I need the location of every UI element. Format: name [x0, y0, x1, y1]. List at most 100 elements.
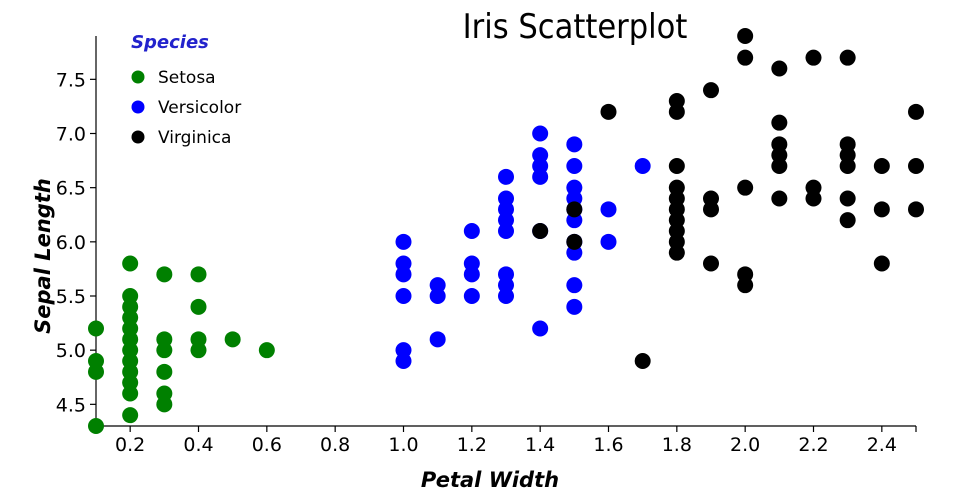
versicolor-point [566, 277, 583, 294]
data-points [88, 28, 924, 434]
virginica-point [908, 103, 924, 120]
x-tick-label: 1.0 [388, 434, 418, 456]
virginica-point [839, 190, 856, 207]
versicolor-point [498, 168, 514, 185]
versicolor-point [463, 288, 480, 304]
virginica-point [771, 190, 788, 207]
virginica-point [600, 103, 617, 120]
virginica-point [703, 190, 719, 207]
virginica-point [839, 136, 856, 153]
virginica-point [908, 158, 924, 174]
setosa-point [122, 288, 139, 304]
y-tick-label: 6.5 [56, 178, 86, 200]
virginica-point [703, 82, 719, 99]
legend: Species Setosa Versicolor Virginica [131, 32, 241, 148]
versicolor-point [600, 233, 617, 250]
setosa-point [224, 331, 241, 348]
versicolor-point [566, 298, 583, 315]
legend-marker-virginica [131, 130, 145, 144]
legend-marker-versicolor [131, 100, 145, 114]
x-tick-label: 1.2 [457, 434, 487, 456]
virginica-point [908, 201, 924, 218]
virginica-point [873, 201, 890, 218]
x-tick-label: 0.8 [320, 434, 350, 456]
virginica-point [532, 223, 549, 239]
virginica-point [839, 212, 856, 229]
y-tick-label: 7.5 [56, 69, 86, 91]
setosa-point [156, 266, 173, 283]
versicolor-point [498, 190, 514, 207]
setosa-point [88, 353, 104, 369]
x-tick-label: 0.4 [183, 434, 213, 456]
x-tick-label: 2.0 [730, 434, 760, 456]
virginica-point [771, 60, 788, 77]
virginica-point [805, 49, 822, 66]
virginica-point [771, 114, 788, 131]
x-axis-ticks: 0.2 0.4 0.6 0.8 1.0 1.2 1.4 1.6 1.8 2.0 2.2 2.4 [115, 426, 917, 456]
x-tick-label: 0.6 [252, 434, 282, 456]
versicolor-point [395, 233, 412, 250]
legend-title: Species [131, 32, 209, 53]
chart-title: Iris Scatterplot [463, 7, 688, 47]
virginica-point [703, 255, 719, 272]
setosa-point [122, 407, 139, 424]
virginica-point [737, 179, 754, 196]
legend-label-setosa: Setosa [158, 68, 216, 88]
versicolor-point [429, 331, 446, 348]
versicolor-point [566, 158, 583, 174]
virginica-point [634, 353, 651, 369]
versicolor-point [532, 320, 549, 337]
setosa-point [258, 342, 275, 359]
y-tick-label: 7.0 [56, 124, 86, 146]
y-tick-label: 4.5 [56, 394, 86, 416]
y-axis-title: Sepal Length [31, 178, 55, 334]
virginica-point [771, 136, 788, 153]
setosa-point [190, 298, 207, 315]
setosa-point [122, 255, 139, 272]
virginica-point [805, 179, 822, 196]
setosa-point [88, 418, 104, 434]
versicolor-point [532, 125, 549, 142]
x-axis-title: Petal Width [421, 468, 559, 492]
versicolor-point [634, 158, 651, 174]
virginica-point [566, 201, 583, 218]
x-tick-label: 1.8 [662, 434, 692, 456]
y-tick-label: 6.0 [56, 232, 86, 254]
virginica-point [668, 93, 685, 109]
x-tick-label: 1.6 [593, 434, 623, 456]
versicolor-point [395, 255, 412, 272]
versicolor-point [566, 136, 583, 153]
setosa-point [156, 385, 173, 402]
x-tick-label: 2.4 [867, 434, 897, 456]
y-tick-label: 5.0 [56, 340, 86, 362]
virginica-point [873, 158, 890, 174]
setosa-point [156, 363, 173, 380]
legend-label-virginica: Virginica [158, 128, 231, 148]
virginica-point [737, 266, 754, 283]
versicolor-point [600, 201, 617, 218]
virginica-point [668, 179, 685, 196]
virginica-point [737, 28, 754, 44]
y-axis-ticks: 4.5 5.0 5.5 6.0 6.5 7.0 7.5 [56, 69, 96, 416]
virginica-point [668, 158, 685, 174]
y-tick-label: 5.5 [56, 286, 86, 308]
versicolor-point [498, 266, 514, 283]
versicolor-point [463, 223, 480, 239]
versicolor-point [429, 277, 446, 294]
versicolor-point [566, 179, 583, 196]
virginica-point [566, 233, 583, 250]
versicolor-point [532, 147, 549, 164]
setosa-point [190, 331, 207, 348]
setosa-point [190, 266, 207, 283]
legend-marker-setosa [131, 70, 145, 84]
x-tick-label: 1.4 [525, 434, 555, 456]
x-tick-label: 0.2 [115, 434, 145, 456]
virginica-point [873, 255, 890, 272]
legend-items: Setosa Versicolor Virginica [131, 68, 241, 148]
virginica-point [839, 49, 856, 66]
virginica-point [737, 49, 754, 66]
x-tick-label: 2.2 [798, 434, 828, 456]
versicolor-point [395, 342, 412, 359]
versicolor-point [395, 288, 412, 304]
